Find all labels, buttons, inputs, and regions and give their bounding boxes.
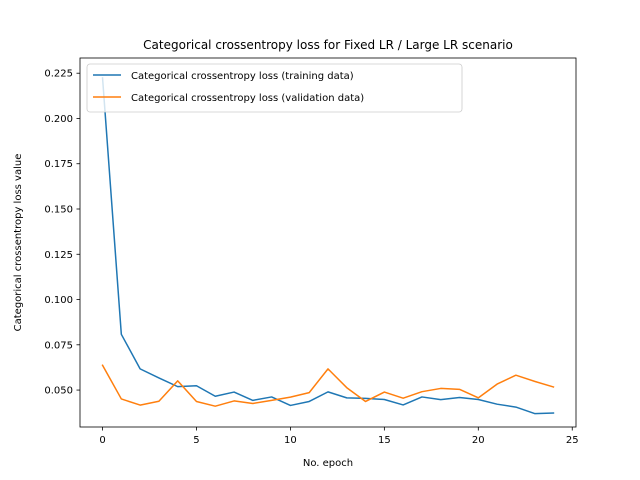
y-tick-label: 0.200: [44, 114, 73, 125]
chart-title: Categorical crossentropy loss for Fixed …: [143, 38, 513, 52]
x-tick-label: 5: [193, 435, 199, 446]
x-tick-label: 20: [472, 435, 485, 446]
series-line-training: [101, 77, 555, 415]
y-tick-label: 0.175: [44, 159, 73, 170]
x-tick-label: 25: [566, 435, 579, 446]
plot-area: [80, 58, 576, 427]
x-axis-title: No. epoch: [303, 458, 353, 469]
y-tick-label: 0.075: [44, 340, 73, 351]
y-tick-label: 0.225: [44, 69, 73, 80]
legend-label-validation: Categorical crossentropy loss (validatio…: [131, 93, 364, 104]
x-tick-label: 0: [99, 435, 105, 446]
legend-box: [86, 63, 463, 113]
x-tick-label: 10: [284, 435, 297, 446]
y-tick-label: 0.125: [44, 250, 73, 261]
legend: Categorical crossentropy loss (training …: [86, 63, 463, 113]
y-axis: 0.050 0.075 0.100 0.125 0.150 0.175 0.200 0.225: [44, 69, 80, 397]
y-tick-label: 0.050: [44, 386, 73, 397]
legend-label-training: Categorical crossentropy loss (training …: [131, 71, 354, 82]
x-tick-label: 15: [378, 435, 391, 446]
series-line-validation: [101, 364, 555, 407]
y-tick-label: 0.100: [44, 295, 73, 306]
plot-frame: [79, 57, 577, 428]
y-axis-title: Categorical crossentropy loss value: [13, 154, 24, 332]
x-axis: 0 5 10 15 20 25: [99, 427, 579, 446]
y-tick-label: 0.150: [44, 205, 73, 216]
series-layer: [101, 77, 555, 415]
